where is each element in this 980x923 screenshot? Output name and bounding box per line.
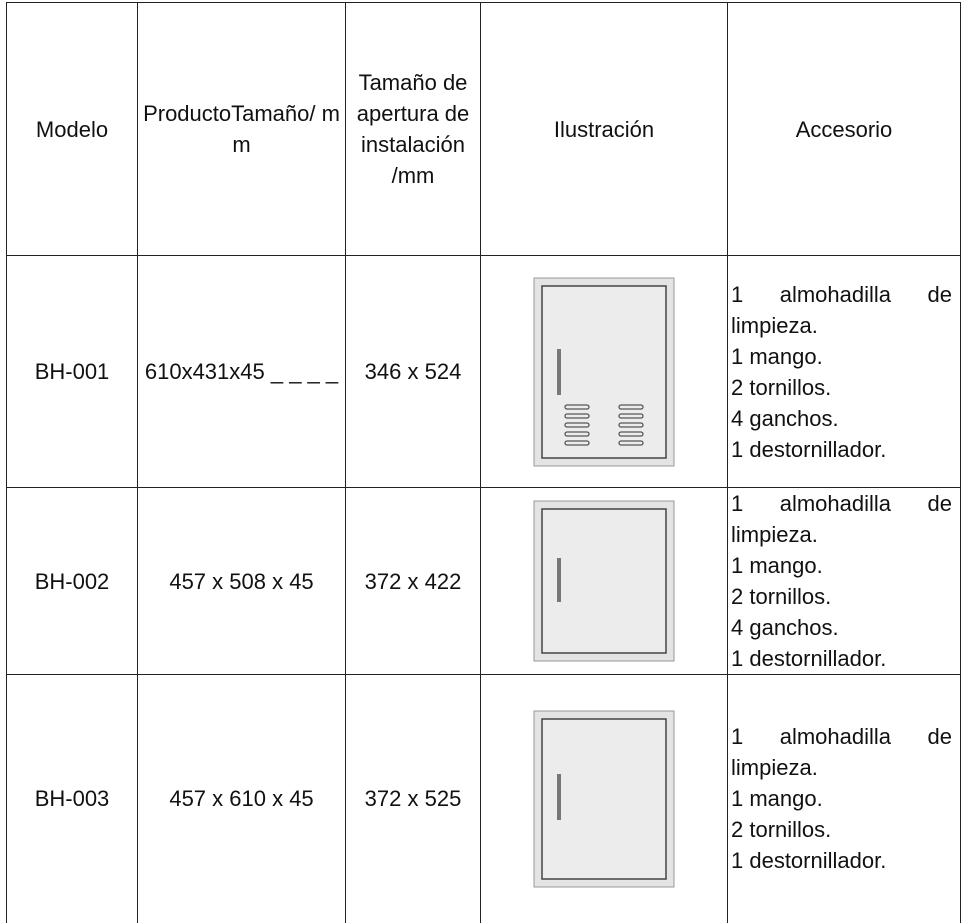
accessories: 1 almohadilla de limpieza. 1 mango. 2 to… — [727, 674, 961, 923]
accessories: 1 almohadilla de limpieza. 1 mango. 2 to… — [727, 487, 961, 675]
header-cell: Modelo — [6, 2, 138, 256]
header-cell: Ilustración — [480, 2, 728, 256]
accessories: 1 almohadilla de limpieza. 1 mango. 2 to… — [727, 255, 961, 488]
illustration — [480, 674, 728, 923]
door-illustration — [533, 500, 675, 662]
header-row: Modelo ProductoTamaño/ mm Tamaño de aper… — [6, 2, 961, 256]
illustration — [480, 487, 728, 675]
size: 610x431x45 _ _ _ _ — [137, 255, 346, 488]
accessory: 4 ganchos. — [731, 615, 839, 640]
accessory: 4 ganchos. — [731, 405, 839, 431]
opening: 372 x 422 — [345, 487, 481, 675]
accessory: 2 tornillos. — [731, 584, 832, 609]
accessory: 1 almohadilla de limpieza. — [731, 491, 952, 547]
illustration — [480, 255, 728, 488]
accessory: 1 destornillador. — [731, 848, 887, 874]
accessory: 1 mango. — [731, 553, 823, 578]
opening: 346 x 524 — [345, 255, 481, 488]
header-cell: Tamaño de apertura de instalación /mm — [345, 2, 481, 256]
accessory: 1 almohadilla de limpieza. — [731, 724, 952, 781]
header-cell: ProductoTamaño/ mm — [137, 2, 346, 256]
accessory: 1 destornillador. — [731, 646, 887, 671]
row: BH-003 457 x 610 x 45 372 x 525 1 almoha… — [6, 674, 961, 923]
accessory: 2 tornillos. — [731, 817, 832, 843]
accessory: 1 mango. — [731, 786, 823, 812]
model: BH-001 — [6, 255, 138, 488]
model: BH-002 — [6, 487, 138, 675]
row: BH-002 457 x 508 x 45 372 x 422 1 almoha… — [6, 487, 961, 675]
accessory: 2 tornillos. — [731, 374, 832, 400]
size: 457 x 508 x 45 — [137, 487, 346, 675]
spec-table: Modelo ProductoTamaño/ mm Tamaño de aper… — [6, 2, 961, 923]
opening: 372 x 525 — [345, 674, 481, 923]
row: BH-001 610x431x45 _ _ _ _ 346 x 524 1 al… — [6, 255, 961, 488]
model: BH-003 — [6, 674, 138, 923]
accessory: 1 mango. — [731, 343, 823, 369]
door-illustration — [533, 710, 675, 888]
door-illustration — [533, 277, 675, 466]
header-cell: Accesorio — [727, 2, 961, 256]
accessory: 1 almohadilla de limpieza. — [731, 281, 952, 338]
accessory: 1 destornillador. — [731, 436, 887, 462]
size: 457 x 610 x 45 — [137, 674, 346, 923]
